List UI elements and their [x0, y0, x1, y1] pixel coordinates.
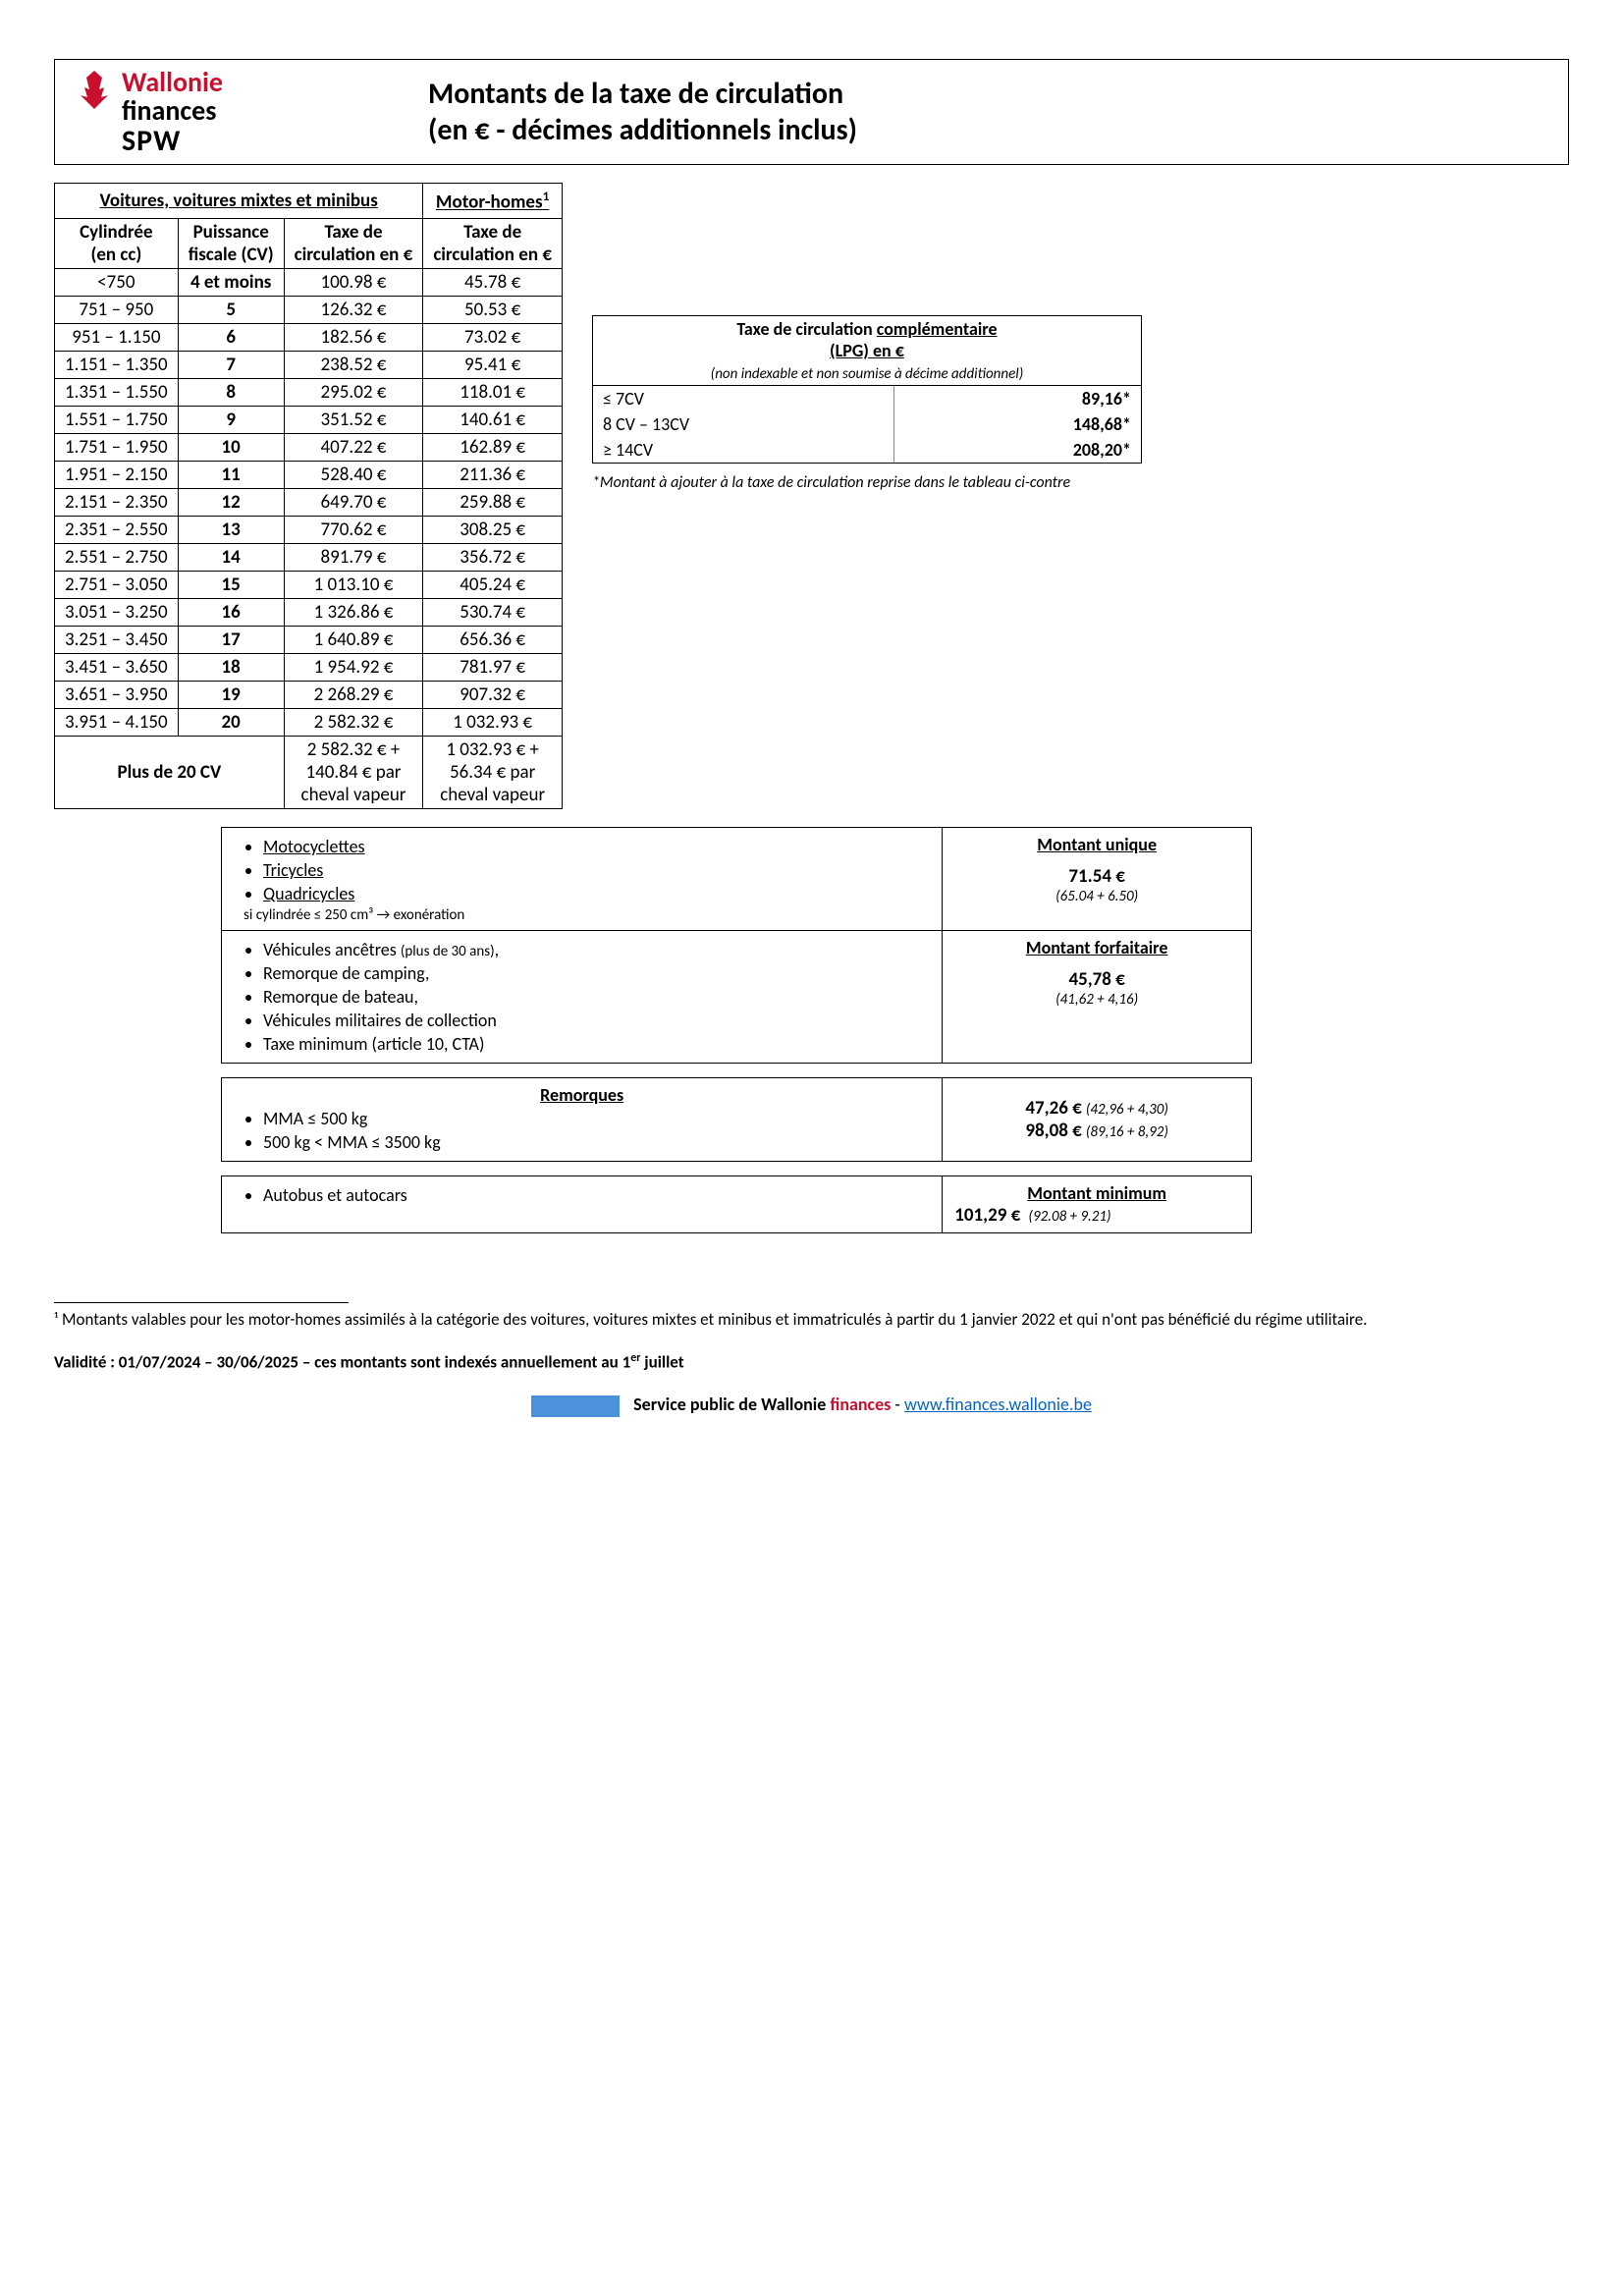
footer: Service public de Wallonie finances - ww… [54, 1394, 1569, 1417]
autobus-table: Autobus et autocars Montant minimum 101,… [221, 1175, 1252, 1233]
footnote: ¹ Montants valables pour les motor-homes… [54, 1309, 1569, 1330]
lpg-title: Taxe de circulation complémentaire (LPG)… [592, 316, 1141, 364]
unique-head: Montant unique [954, 834, 1239, 855]
unique-amount-cell: Montant unique 71.54 € (65.04 + 6.50) [943, 827, 1252, 930]
th-col2: Puissancefiscale (CV) [178, 218, 284, 268]
forfait-detail: (41,62 + 4,16) [954, 991, 1239, 1009]
table-row: 3.651 – 3.950192 268.29 €907.32 € [55, 681, 563, 708]
remorques-amount-cell: 47,26 € (42,96 + 4,30) 98,08 € (89,16 + … [943, 1077, 1252, 1161]
doc-title-1: Montants de la taxe de circulation [428, 76, 1548, 112]
validity: Validité : 01/07/2024 – 30/06/2025 – ces… [54, 1351, 1569, 1373]
table-row: 2.751 – 3.050151 013.10 €405.24 € [55, 571, 563, 598]
table-row: 1.151 – 1.3507238.52 €95.41 € [55, 351, 563, 378]
title-box: Montants de la taxe de circulation (en €… [291, 76, 1548, 148]
logo-line3: SPW [122, 126, 223, 157]
logo-icon [75, 68, 118, 116]
unique-detail: (65.04 + 6.50) [954, 888, 1239, 905]
table-row: 3.951 – 4.150202 582.32 €1 032.93 € [55, 708, 563, 736]
last-tax: 2 582.32 € +140.84 € parcheval vapeur [284, 736, 423, 808]
forfait-items-cell: Véhicules ancêtres (plus de 30 ans),Remo… [222, 930, 943, 1063]
list-item: Tricycles [263, 859, 930, 881]
lpg-note: *Montant à ajouter à la taxe de circulat… [592, 473, 1142, 492]
table-row: <7504 et moins100.98 €45.78 € [55, 268, 563, 296]
unique-forfait-table: MotocyclettesTricyclesQuadricycles si cy… [221, 827, 1252, 1064]
list-item: MMA ≤ 500 kg [263, 1108, 930, 1129]
lpg-sub: (non indexable et non soumise à décime a… [592, 363, 1141, 386]
autobus-item: Autobus et autocars [263, 1184, 930, 1206]
th-group2: Motor-homes1 [423, 184, 563, 218]
list-item: Remorque de camping, [263, 962, 930, 984]
main-table-wrap: Voitures, voitures mixtes et minibus Mot… [54, 183, 563, 808]
main-table: Voitures, voitures mixtes et minibus Mot… [54, 183, 563, 808]
table-row: 1.751 – 1.95010407.22 €162.89 € [55, 433, 563, 461]
logo: Wallonie finances SPW [75, 68, 291, 156]
unique-val: 71.54 € [1068, 865, 1125, 888]
unique-cond: si cylindrée ≤ 250 cm³ → exonération [234, 906, 930, 924]
unique-items-cell: MotocyclettesTricyclesQuadricycles si cy… [222, 827, 943, 930]
list-item: Motocyclettes [263, 836, 930, 857]
footer-block-icon [531, 1395, 620, 1417]
lpg-row: ≥ 14CV208,20* [592, 437, 1141, 464]
remorques-cell: Remorques MMA ≤ 500 kg500 kg < MMA ≤ 350… [222, 1077, 943, 1161]
remorques-table: Remorques MMA ≤ 500 kg500 kg < MMA ≤ 350… [221, 1077, 1252, 1162]
list-item: Quadricycles [263, 883, 930, 904]
logo-line2: finances [122, 96, 223, 125]
autobus-cell: Autobus et autocars [222, 1175, 943, 1232]
lpg-row: 8 CV – 13CV148,68* [592, 411, 1141, 437]
autobus-head: Montant minimum [954, 1182, 1239, 1204]
list-item: Véhicules militaires de collection [263, 1010, 930, 1031]
table-row: 3.451 – 3.650181 954.92 €781.97 € [55, 653, 563, 681]
th-group1: Voitures, voitures mixtes et minibus [55, 184, 423, 218]
table-row: 951 – 1.1506182.56 €73.02 € [55, 323, 563, 351]
th-col1: Cylindrée(en cc) [55, 218, 179, 268]
list-item: Taxe minimum (article 10, CTA) [263, 1033, 930, 1055]
header-box: Wallonie finances SPW Montants de la tax… [54, 59, 1569, 165]
rem-val2: 98,08 € [1025, 1120, 1081, 1142]
remorques-head: Remorques [234, 1084, 930, 1106]
autobus-amount-cell: Montant minimum 101,29 € (92.08 + 9.21) [943, 1175, 1252, 1232]
list-item: Remorque de bateau, [263, 986, 930, 1008]
table-row: 3.051 – 3.250161 326.86 €530.74 € [55, 598, 563, 626]
table-row: 1.551 – 1.7509351.52 €140.61 € [55, 406, 563, 433]
lpg-row: ≤ 7CV89,16* [592, 386, 1141, 412]
forfait-val: 45,78 € [1068, 968, 1124, 991]
table-row: 2.551 – 2.75014891.79 €356.72 € [55, 543, 563, 571]
list-item: 500 kg < MMA ≤ 3500 kg [263, 1131, 930, 1153]
table-row: 2.151 – 2.35012649.70 €259.88 € [55, 488, 563, 516]
forfait-head: Montant forfaitaire [954, 937, 1239, 958]
footer-label: Service public de Wallonie [633, 1394, 830, 1415]
footnote-rule [54, 1302, 349, 1303]
th-col4: Taxe decirculation en € [423, 218, 563, 268]
rem-val1: 47,26 € [1025, 1097, 1081, 1120]
last-motor: 1 032.93 € +56.34 € parcheval vapeur [423, 736, 563, 808]
table-row: 3.251 – 3.450171 640.89 €656.36 € [55, 626, 563, 653]
logo-line1: Wallonie [122, 68, 223, 96]
lpg-table: Taxe de circulation complémentaire (LPG)… [592, 315, 1142, 464]
last-label: Plus de 20 CV [55, 736, 285, 808]
list-item: Véhicules ancêtres (plus de 30 ans), [263, 939, 930, 960]
table-row: 751 – 9505126.32 €50.53 € [55, 296, 563, 323]
table-row: 1.351 – 1.5508295.02 €118.01 € [55, 378, 563, 406]
doc-title-2: (en € - décimes additionnels inclus) [428, 112, 1548, 148]
footer-link[interactable]: www.finances.wallonie.be [904, 1394, 1092, 1415]
table-row: 2.351 – 2.55013770.62 €308.25 € [55, 516, 563, 543]
table-row: 1.951 – 2.15011528.40 €211.36 € [55, 461, 563, 488]
autobus-val: 101,29 € [954, 1204, 1020, 1227]
footer-fin: finances [830, 1394, 891, 1415]
forfait-amount-cell: Montant forfaitaire 45,78 € (41,62 + 4,1… [943, 930, 1252, 1063]
th-col3: Taxe decirculation en € [284, 218, 423, 268]
